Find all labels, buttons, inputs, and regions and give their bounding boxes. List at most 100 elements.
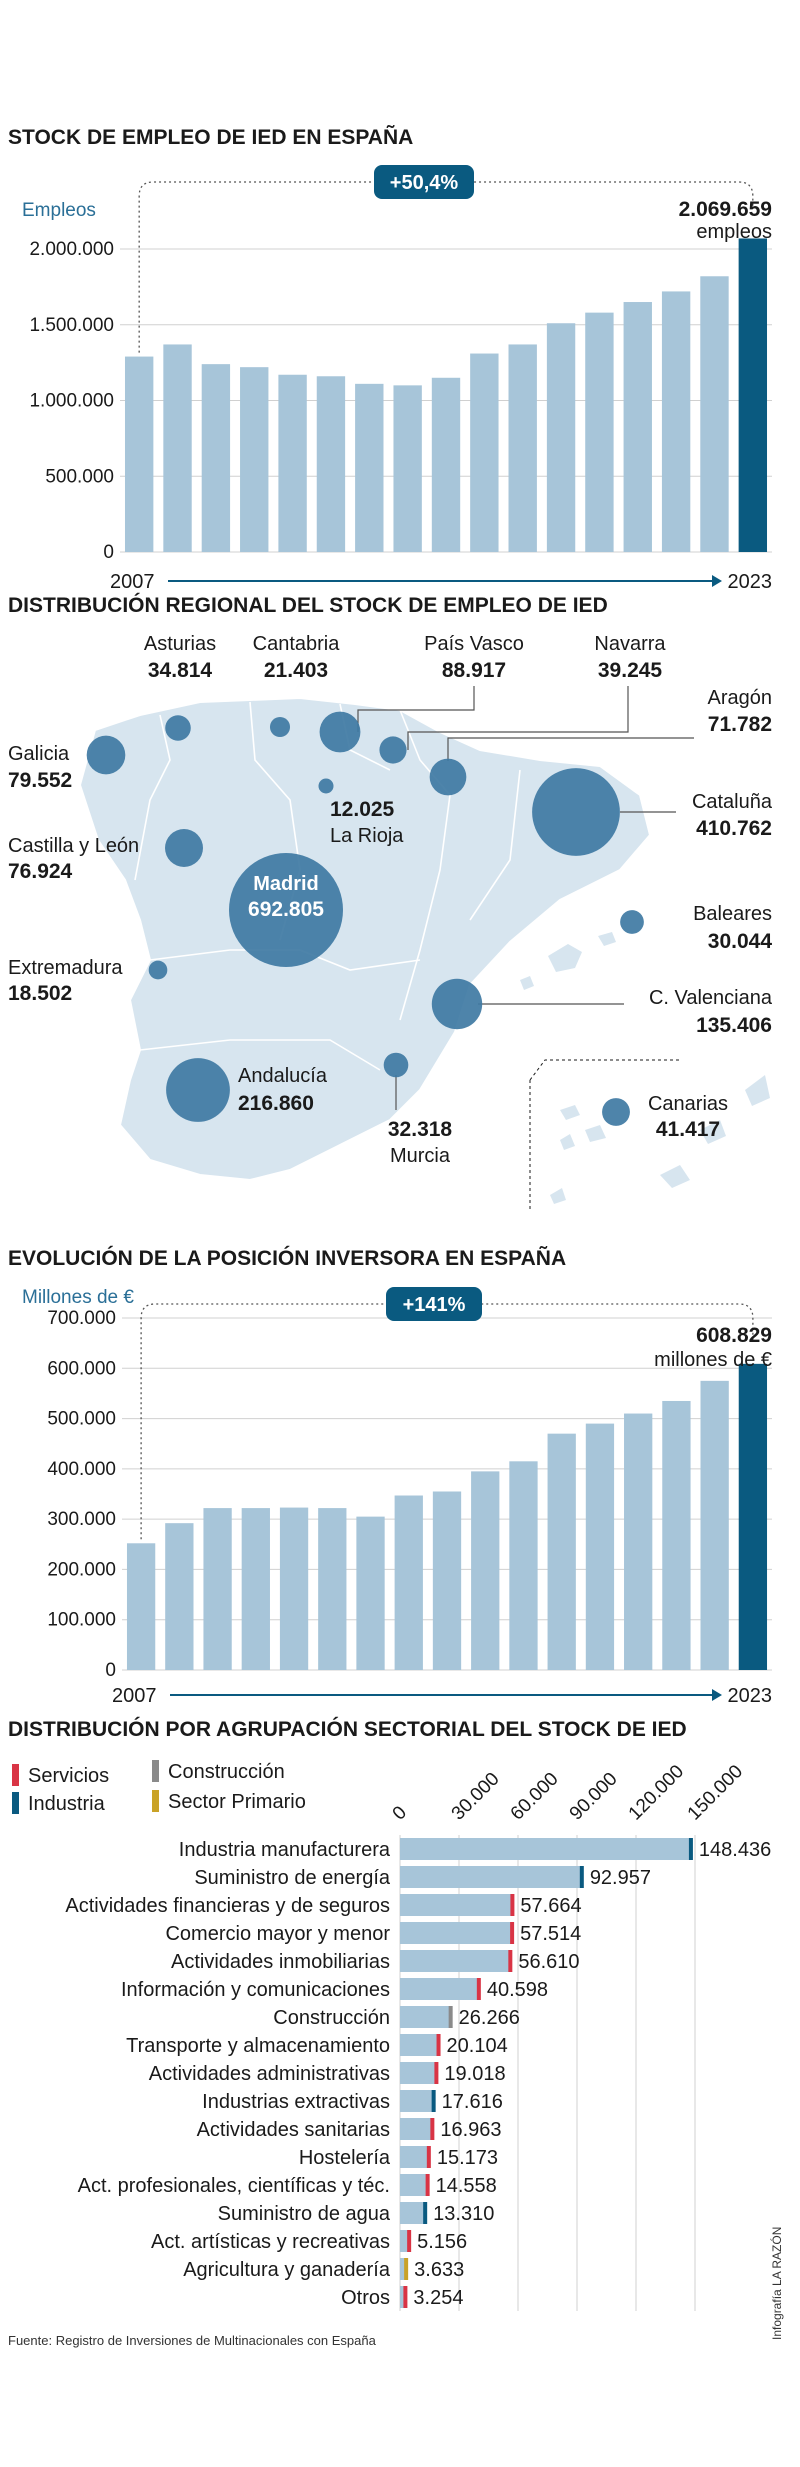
employment-bar-chart: Empleos 0 500.000 1.000.000 1.500.000 2.000.0…: [22, 165, 772, 593]
region-value: 41.417: [656, 1118, 720, 1141]
region-value: 32.318: [388, 1118, 453, 1141]
growth-badge-label: +141%: [403, 1294, 466, 1316]
sector-bar: [400, 2090, 435, 2112]
region-value: 39.245: [598, 659, 663, 682]
sector-group-marker: [448, 2006, 453, 2028]
sector-bar: [400, 1978, 480, 2000]
y-tick-label: 100.000: [47, 1610, 116, 1631]
y-tick-label: 500.000: [47, 1409, 116, 1430]
sector-value: 26.266: [459, 2007, 520, 2029]
menorca-shape: [598, 932, 616, 946]
sector-group-marker: [436, 2034, 441, 2056]
sector-value: 92.957: [590, 1867, 651, 1889]
bubble-galicia: [86, 735, 126, 775]
sector-group-marker: [431, 2090, 436, 2112]
legend-swatch-servicios: [12, 1764, 19, 1786]
region-name: Cataluña: [692, 791, 773, 813]
sector-bar: [400, 1922, 514, 1944]
sector-value: 3.254: [413, 2287, 463, 2309]
x-tick-label: 0: [389, 1802, 411, 1824]
bubble-catalu-a: [532, 768, 620, 856]
chart4-title: DISTRIBUCIÓN POR AGRUPACIÓN SECTORIAL DE…: [8, 1718, 687, 1741]
bar-2022: [700, 276, 729, 552]
canarias-frame: [529, 1059, 680, 1081]
bar-2018: [546, 323, 576, 552]
sector-bar-chart: Servicios Construcción Industria Sector Pri…: [12, 1760, 771, 2311]
bar-2017: [508, 344, 537, 552]
region-value: 18.502: [8, 982, 72, 1005]
sector-group-marker: [425, 2174, 430, 2196]
mallorca-shape: [548, 944, 582, 972]
bubble-c-valenciana: [431, 978, 483, 1030]
sector-bar: [400, 2230, 411, 2252]
sector-bar: [400, 1838, 692, 1860]
bar-2015: [432, 1491, 462, 1670]
sector-group-marker: [508, 1950, 513, 1972]
bubble-madrid: [229, 853, 343, 967]
x-tick-label: 150.000: [684, 1761, 747, 1824]
bar-2023: [738, 1363, 768, 1670]
chart1-title: STOCK DE EMPLEO DE IED EN ESPAÑA: [8, 126, 414, 149]
growth-badge-label: +50,4%: [390, 172, 459, 194]
sector-label: Suministro de energía: [194, 1867, 391, 1889]
y-tick-label: 1.500.000: [29, 315, 114, 336]
timeline-start-label: 2007: [110, 571, 155, 593]
sector-label: Construcción: [273, 2007, 390, 2029]
region-value: 216.860: [238, 1092, 314, 1115]
region-value: 88.917: [442, 659, 506, 682]
y-tick-label: 700.000: [47, 1308, 116, 1329]
region-name: Extremadura: [8, 957, 123, 979]
region-name: La Rioja: [330, 825, 404, 847]
sector-label: Actividades inmobiliarias: [171, 1951, 390, 1973]
bar-2007: [126, 1543, 156, 1670]
bar-2020: [623, 302, 652, 552]
region-name: Galicia: [8, 743, 70, 765]
x-tick-label: 90.000: [566, 1769, 622, 1825]
sector-bar: [400, 1894, 514, 1916]
chart2-title: DISTRIBUCIÓN REGIONAL DEL STOCK DE EMPLE…: [8, 594, 608, 617]
leader-line: [447, 737, 694, 761]
bubble-murcia: [383, 1052, 409, 1078]
highlight-unit: millones de €: [654, 1349, 772, 1371]
timeline-arrowhead: [712, 1689, 722, 1701]
legend-swatch-sector_primario: [152, 1790, 159, 1812]
bar-2022: [700, 1380, 729, 1670]
region-name: País Vasco: [424, 633, 524, 655]
sector-group-marker: [430, 2118, 435, 2140]
sector-value: 13.310: [433, 2203, 494, 2225]
bar-2010: [241, 1508, 270, 1670]
bar-2017: [509, 1461, 538, 1670]
region-value: 76.924: [8, 860, 73, 883]
y-axis-label: Empleos: [22, 200, 96, 221]
region-name: Canarias: [648, 1093, 728, 1115]
region-value: 79.552: [8, 769, 72, 792]
y-tick-label: 200.000: [47, 1559, 116, 1580]
sector-value: 3.633: [414, 2259, 464, 2281]
map-bubbles-layer: Asturias 34.814 Cantabria 21.403 País Vasco 8…: [8, 633, 773, 1167]
bubble-cantabria: [269, 716, 291, 738]
growth-badge: [374, 165, 474, 199]
bar-2021: [661, 291, 691, 552]
bar-2021: [662, 1400, 691, 1670]
sector-value: 57.664: [520, 1895, 581, 1917]
bubble-la-rioja: [318, 778, 334, 794]
region-value: 410.762: [696, 817, 772, 840]
sector-label: Transporte y almacenamiento: [126, 2035, 390, 2057]
x-tick-label: 60.000: [507, 1769, 563, 1825]
bar-2008: [163, 344, 192, 552]
sector-label: Industria manufacturera: [179, 1839, 391, 1861]
sector-value: 17.616: [442, 2091, 503, 2113]
highlight-value: 608.829: [696, 1324, 772, 1347]
bubble-pa-s-vasco: [319, 711, 361, 753]
sector-group-marker: [434, 2062, 439, 2084]
y-tick-label: 500.000: [45, 466, 114, 487]
bubble-extremadura: [148, 960, 168, 980]
bar-2012: [316, 376, 346, 552]
bubble-navarra: [379, 736, 407, 764]
sector-group-marker: [688, 1838, 693, 1860]
region-borders: [134, 701, 521, 1071]
legend-swatch-industria: [12, 1792, 19, 1814]
sector-bar: [400, 1950, 512, 1972]
sector-label: Actividades administrativas: [149, 2063, 390, 2085]
x-tick-label: 120.000: [625, 1761, 688, 1824]
